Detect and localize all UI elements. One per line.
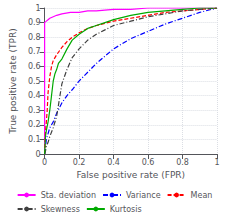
svg-text:True positive rate (TPR): True positive rate (TPR) (8, 28, 18, 134)
svg-text:0.5: 0.5 (28, 77, 41, 86)
svg-text:False positive rate (FPR): False positive rate (FPR) (76, 170, 185, 180)
svg-text:0.7: 0.7 (28, 47, 41, 56)
svg-text:0.4: 0.4 (107, 158, 120, 167)
svg-text:0.6: 0.6 (28, 62, 41, 71)
svg-text:0.4: 0.4 (28, 91, 41, 100)
svg-text:1: 1 (214, 158, 219, 167)
svg-text:0.3: 0.3 (28, 106, 41, 115)
svg-text:Mean: Mean (191, 191, 213, 200)
svg-text:Kurtosis: Kurtosis (110, 205, 142, 214)
svg-text:0: 0 (36, 150, 41, 159)
svg-text:Skewness: Skewness (41, 205, 80, 214)
svg-text:Variance: Variance (126, 191, 161, 200)
svg-text:1: 1 (36, 4, 41, 13)
svg-text:Sta. deviation: Sta. deviation (41, 191, 96, 200)
svg-text:0.2: 0.2 (73, 158, 86, 167)
svg-text:0.9: 0.9 (28, 18, 41, 27)
svg-text:0.6: 0.6 (142, 158, 155, 167)
svg-text:0.8: 0.8 (176, 158, 189, 167)
svg-text:0.1: 0.1 (28, 135, 41, 144)
svg-text:0.2: 0.2 (28, 120, 41, 129)
svg-text:0.8: 0.8 (28, 33, 41, 42)
svg-text:0: 0 (42, 158, 47, 167)
